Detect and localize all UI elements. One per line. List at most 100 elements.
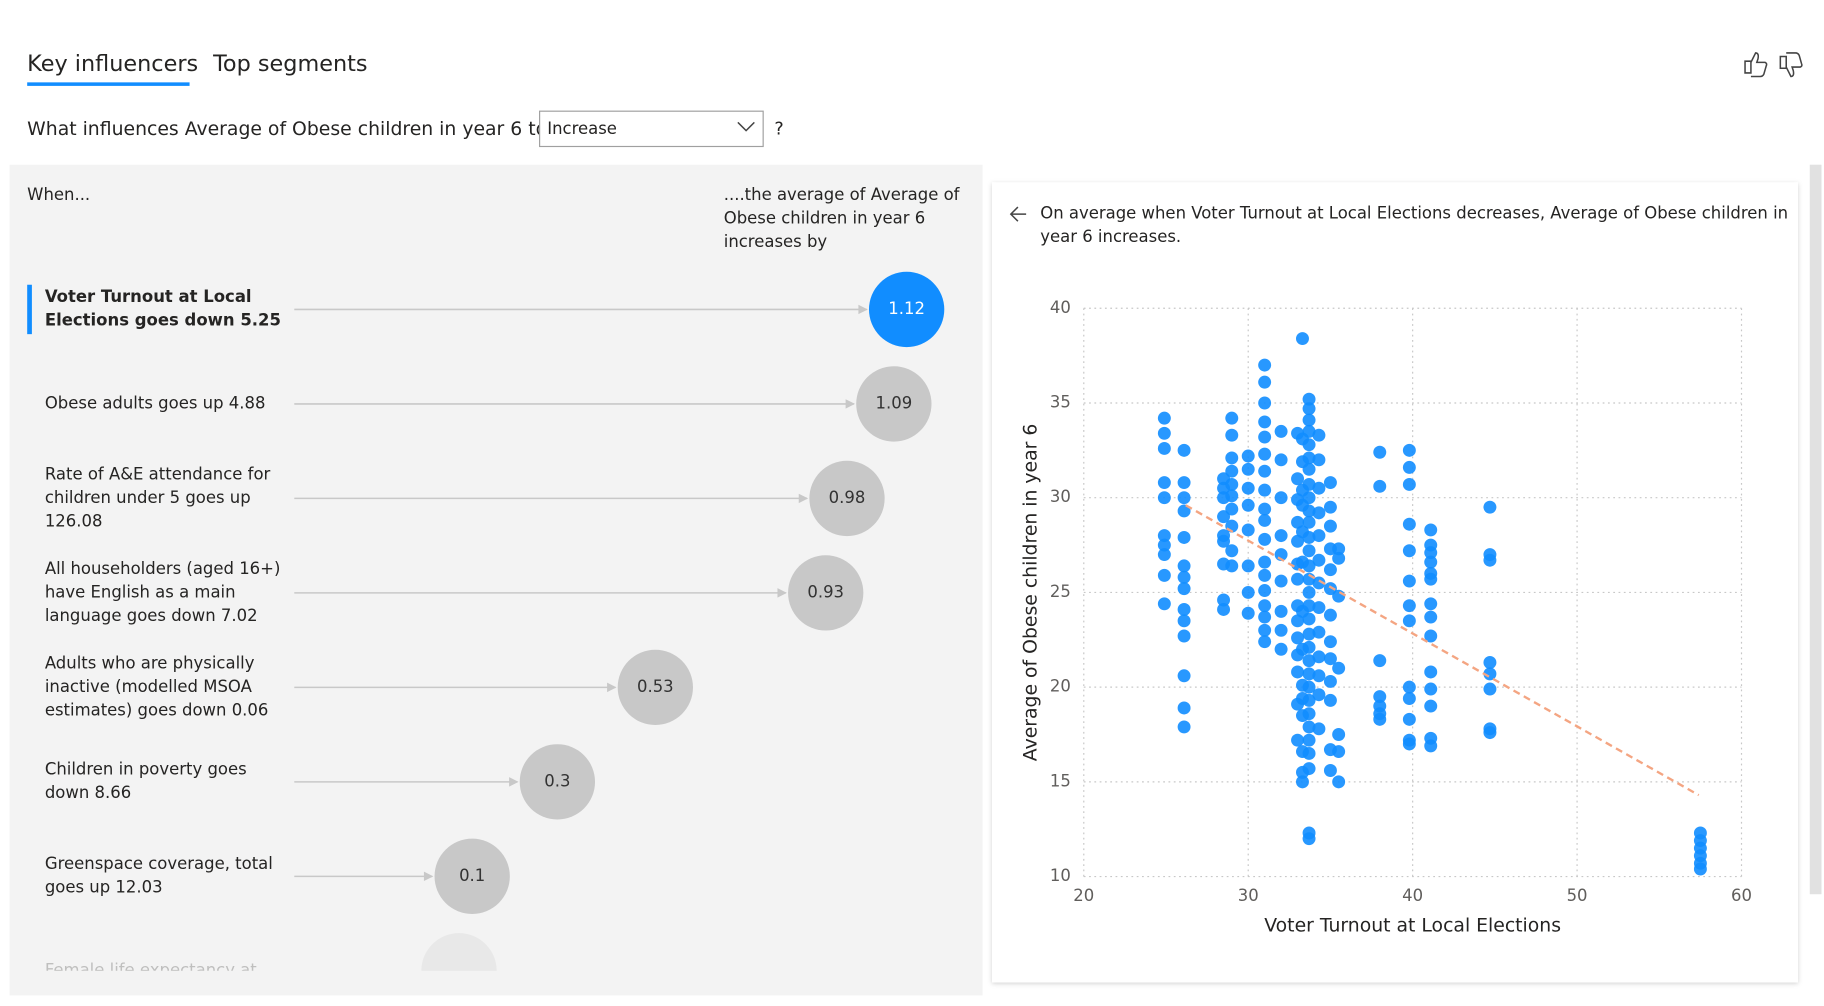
data-point xyxy=(1177,614,1191,628)
tab-active[interactable]: Key influencers xyxy=(27,51,198,77)
data-point xyxy=(1323,519,1337,533)
data-point xyxy=(1258,610,1272,624)
x-tick-label: 50 xyxy=(1567,886,1588,905)
data-point xyxy=(1274,604,1288,618)
data-point xyxy=(1258,502,1272,516)
data-point xyxy=(1291,665,1305,679)
data-point xyxy=(1258,464,1272,478)
influencer-value: 0.3 xyxy=(544,771,570,790)
data-point xyxy=(1302,477,1316,491)
thumbs-up[interactable] xyxy=(1744,52,1768,78)
data-point xyxy=(1302,462,1316,476)
data-point xyxy=(1241,585,1255,599)
data-point xyxy=(1323,764,1337,777)
data-point xyxy=(1302,451,1316,465)
data-point xyxy=(1157,568,1171,582)
data-point xyxy=(1258,555,1272,569)
influencer-bubble xyxy=(434,838,510,914)
dropdown-value[interactable]: Increase xyxy=(547,119,617,138)
data-point xyxy=(1312,481,1326,495)
data-point xyxy=(1424,610,1438,624)
data-point xyxy=(1302,402,1316,416)
data-point xyxy=(1302,585,1316,599)
y-tick-label: 30 xyxy=(1050,487,1071,506)
influencer-bubble xyxy=(519,744,596,820)
data-point xyxy=(1258,513,1272,527)
data-point xyxy=(1225,477,1239,491)
data-point xyxy=(1424,572,1438,586)
data-point xyxy=(1302,413,1316,427)
data-point xyxy=(1373,712,1387,726)
data-point xyxy=(1241,523,1255,537)
data-point xyxy=(1312,722,1326,736)
y-tick-label: 35 xyxy=(1050,392,1071,411)
data-point xyxy=(1302,392,1316,406)
influencer-row[interactable]: Rate of A&E attendance for children under… xyxy=(45,460,885,537)
data-point xyxy=(1241,606,1255,620)
data-point xyxy=(1402,443,1416,457)
data-point xyxy=(1241,449,1255,463)
data-point xyxy=(1424,555,1438,569)
data-point xyxy=(1258,358,1272,372)
influencer-label: estimates) goes down 0.06 xyxy=(45,700,269,719)
influencer-value: 0.53 xyxy=(637,677,674,696)
tab[interactable]: Top segments xyxy=(212,51,367,77)
influencer-arrow-head xyxy=(798,493,809,504)
scatter-chart: 10 15 20 25 30 35 40 20 30 40 50 60 Voter Turnout at… xyxy=(1020,298,1752,937)
data-point xyxy=(1177,582,1191,596)
influencer-row[interactable]: Greenspace coverage, total goes up 12.03 0… xyxy=(45,838,510,914)
influencer-bubble xyxy=(868,271,945,348)
data-point xyxy=(1157,411,1171,425)
data-point xyxy=(1157,441,1171,455)
influencer-label: language goes down 7.02 xyxy=(45,606,258,625)
data-point xyxy=(1402,712,1416,726)
influencer-label: Rate of A&E attendance for xyxy=(45,464,271,483)
data-point xyxy=(1402,614,1416,628)
data-point xyxy=(1302,491,1316,505)
data-point xyxy=(1258,635,1272,649)
data-point xyxy=(1302,733,1316,747)
influencer-bubble xyxy=(788,555,864,631)
data-point xyxy=(1274,623,1288,637)
influencer-row[interactable]: Female life expectancy at xyxy=(45,933,497,1006)
back-arrow[interactable] xyxy=(1009,206,1027,222)
influencer-row[interactable]: All householders (aged 16+) have English … xyxy=(45,555,864,631)
data-point xyxy=(1157,538,1171,552)
influencer-row[interactable]: Obese adults goes up 4.88 1.09 xyxy=(45,366,932,442)
data-point xyxy=(1217,602,1231,616)
data-point xyxy=(1693,862,1707,876)
dropdown-chevron xyxy=(737,121,755,132)
influencer-label: Children in poverty goes xyxy=(45,760,247,779)
influencer-arrow-head xyxy=(607,682,617,693)
data-point xyxy=(1225,451,1239,465)
thumbs-down[interactable] xyxy=(1779,52,1803,78)
influencer-label: down 8.66 xyxy=(45,783,131,802)
influencer-row[interactable]: Voter Turnout at Local Elections goes dow… xyxy=(27,271,945,348)
data-point xyxy=(1258,584,1272,597)
dropdown[interactable] xyxy=(539,110,764,148)
data-point xyxy=(1302,504,1316,518)
data-point xyxy=(1332,728,1346,741)
data-point xyxy=(1312,428,1326,442)
data-point xyxy=(1177,629,1191,643)
y-axis-label: Average of Obese children in year 6 xyxy=(1020,424,1041,762)
data-point xyxy=(1302,544,1316,558)
data-point xyxy=(1402,680,1416,694)
influencer-row[interactable]: Adults who are physically inactive (model… xyxy=(45,649,693,726)
influencer-value: 0.98 xyxy=(829,488,866,507)
data-point xyxy=(1157,529,1171,543)
data-point xyxy=(1258,396,1272,410)
data-point xyxy=(1402,460,1416,474)
data-point xyxy=(1312,601,1326,615)
x-axis-label: Voter Turnout at Local Elections xyxy=(1264,915,1561,936)
influencer-row[interactable]: Children in poverty goes down 8.66 0.3 xyxy=(45,744,596,820)
data-point xyxy=(1302,707,1316,721)
data-point xyxy=(1424,665,1438,679)
data-point xyxy=(1332,775,1346,789)
data-point xyxy=(1302,654,1316,668)
data-point xyxy=(1258,532,1272,546)
question-suffix: ? xyxy=(774,119,783,139)
data-point xyxy=(1302,693,1316,707)
scrollbar xyxy=(1809,164,1822,895)
